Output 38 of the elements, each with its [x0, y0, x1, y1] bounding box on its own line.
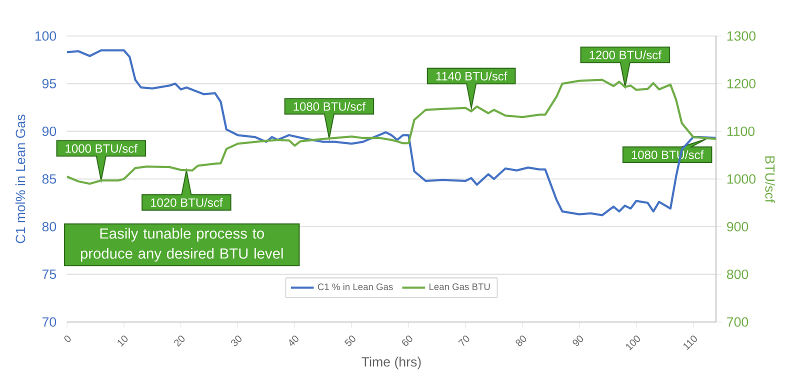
x-tick-label: 80	[516, 336, 526, 346]
y2-tick-label: 1100	[727, 126, 755, 136]
y-axis-title: C1 mol% in Lean Gas	[15, 114, 26, 244]
x-tick-label: 70	[458, 336, 470, 346]
y2-tick-label: 1200	[727, 78, 756, 88]
x-tick-label: 50	[344, 336, 356, 346]
annotation: 1020 BTU/scf	[151, 198, 223, 207]
x-tick-label: 0	[64, 336, 71, 342]
y2-tick-label: 700	[727, 317, 748, 327]
y-tick-label: 90	[42, 126, 56, 136]
legend-label: C1 % in Lean Gas	[318, 283, 393, 290]
annotation: 1200 BTU/scf	[590, 50, 662, 60]
x-tick-label: 90	[572, 336, 584, 346]
x-tick-label: 100	[626, 336, 640, 351]
x-axis-title: Time (hrs)	[362, 356, 421, 370]
y2-tick-label: 800	[726, 270, 748, 280]
y2-tick-label: 1300	[727, 31, 756, 41]
annotation: 1080 BTU/scf	[294, 102, 366, 111]
y2-axis-title: BTU/scf	[765, 156, 776, 203]
x-tick-label: 30	[231, 336, 242, 346]
legend-label: Lean Gas BTU	[430, 283, 490, 290]
annotation: Easily tunable process to produce any desired BTU level	[80, 228, 283, 262]
annotation: 1000 BTU/scf	[66, 144, 138, 153]
y2-tick-label: 900	[727, 222, 748, 232]
line-series	[66, 78, 718, 185]
y-tick-label: 70	[42, 317, 56, 327]
y-tick-label: 85	[42, 174, 56, 184]
x-tick-label: 10	[118, 336, 128, 347]
x-tick-label: 20	[174, 336, 185, 347]
x-tick-label: 60	[402, 336, 412, 346]
y-tick-label: 80	[42, 222, 56, 232]
y2-tick-label: 1000	[727, 174, 756, 184]
x-tick-label: 40	[289, 336, 298, 346]
annotation: 1140 BTU/scf	[436, 72, 508, 80]
y-tick-label: 100	[35, 31, 56, 41]
y-tick-label: 95	[42, 78, 56, 88]
x-tick-label: 110	[684, 336, 697, 350]
y-tick-label: 75	[42, 270, 56, 279]
